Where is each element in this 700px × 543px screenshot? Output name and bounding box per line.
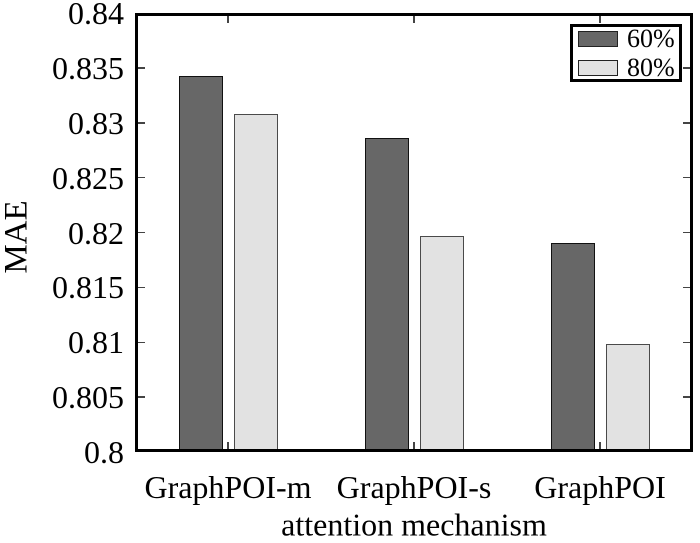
x-category-label-graphpoi-s: GraphPOI-s <box>336 469 492 505</box>
x-axis-tick <box>413 16 415 23</box>
y-tick-label: 0.815 <box>52 269 124 306</box>
y-tick-label: 0.8 <box>84 434 124 470</box>
x-axis-tick <box>227 442 229 449</box>
y-tick-label: 0.805 <box>52 379 124 416</box>
x-axis-tick <box>413 442 415 449</box>
x-axis-tick <box>227 16 229 23</box>
y-tick-label: 0.84 <box>68 0 124 31</box>
y-axis-tick <box>138 396 145 398</box>
bar-60-graphpoi-s <box>364 138 409 452</box>
legend-swatch-80-icon <box>578 59 618 76</box>
y-axis-tick <box>683 122 690 124</box>
x-axis-title: attention mechanism <box>281 506 547 543</box>
y-axis-tick <box>138 176 145 179</box>
y-axis-tick <box>683 176 690 179</box>
y-axis-tick <box>138 341 145 343</box>
y-tick-label: 0.835 <box>52 49 124 86</box>
y-axis-tick <box>138 231 145 234</box>
y-axis-tick <box>138 122 145 124</box>
y-tick-label: 0.81 <box>68 324 124 361</box>
y-axis-tick <box>138 67 145 69</box>
bar-80-graphpoi <box>605 344 650 452</box>
legend: 60% 80% <box>570 24 682 82</box>
y-tick-label: 0.825 <box>52 159 124 196</box>
legend-swatch-60-icon <box>578 30 618 47</box>
bar-60-graphpoi-m <box>178 75 223 452</box>
y-tick-label: 0.82 <box>68 214 124 251</box>
bar-80-graphpoi-s <box>419 235 464 452</box>
x-category-label-graphpoi-m: GraphPOI-m <box>144 469 312 505</box>
legend-item-60: 60% <box>578 23 675 53</box>
legend-label-60: 60% <box>627 23 675 53</box>
y-tick-label: 0.83 <box>68 104 124 141</box>
y-axis-tick <box>683 67 690 69</box>
bar-60-graphpoi <box>550 243 595 452</box>
y-axis-tick <box>138 286 145 289</box>
x-category-label-graphpoi: GraphPOI <box>534 469 666 505</box>
x-axis-tick <box>599 442 601 449</box>
y-axis-tick <box>683 396 690 398</box>
y-axis-tick <box>683 286 690 289</box>
y-axis-tick <box>683 231 690 234</box>
y-axis-tick <box>683 341 690 343</box>
legend-item-80: 80% <box>578 52 675 82</box>
legend-label-80: 80% <box>627 52 675 82</box>
bar-80-graphpoi-m <box>233 113 278 452</box>
x-axis-tick <box>599 16 601 23</box>
